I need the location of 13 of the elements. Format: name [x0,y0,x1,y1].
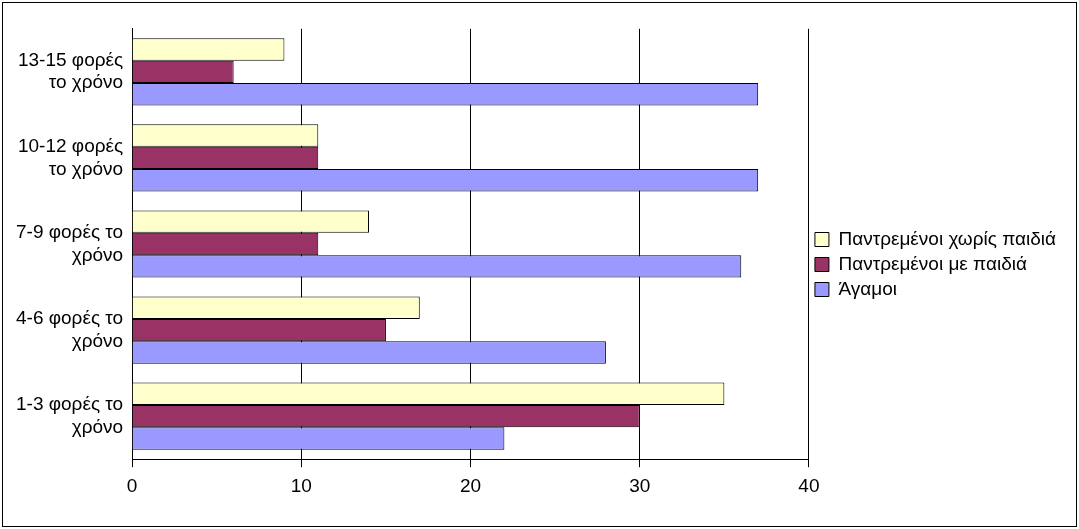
x-tick-label: 10 [290,474,312,496]
legend-label: Άγαμοι [838,277,897,299]
y-tick-label: 13-15 φορές το χρόνο [17,48,124,93]
y-tick-label: 10-12 φορές το χρόνο [17,134,124,179]
x-tick-label: 0 [126,474,138,496]
legend-label: Παντρεμένοι χωρίς παιδιά [838,227,1057,249]
y-tick-label: 1-3 φορές το χρόνο [15,392,124,437]
legend-label: Παντρεμένοι με παιδιά [838,252,1027,274]
x-tick-label: 40 [798,474,820,496]
y-tick-label: 4-6 φορές το χρόνο [15,306,124,351]
x-tick-label: 20 [459,474,482,496]
y-tick-label: 7-9 φορές το χρόνο [15,220,124,265]
x-tick-label: 30 [629,474,651,496]
